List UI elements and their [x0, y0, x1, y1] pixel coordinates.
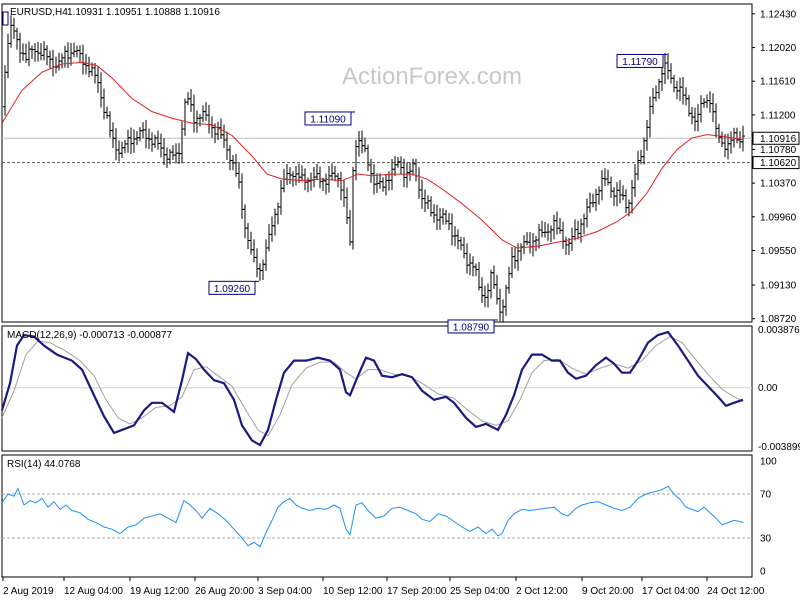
price-plot: 1.09260 1.11090 1.08790 1.11790: [1, 15, 752, 334]
price-axis-label: 1.09550: [760, 246, 797, 257]
time-axis-label: 25 Sep 04:00: [450, 586, 510, 597]
price-label-text: 1.11790: [622, 57, 658, 68]
axes: 1.12430 1.12020 1.11610 1.11200 1.10780 1.103…: [2, 9, 800, 597]
time-axis-label: 12 Aug 04:00: [64, 586, 123, 597]
rsi-axis-label: 30: [760, 534, 772, 545]
macd-panel-frame: [1, 325, 753, 452]
price-axis-label: 1.10780: [760, 145, 797, 156]
price-axis-label: 1.11610: [760, 77, 796, 88]
time-axis-label: 9 Oct 20:00: [582, 586, 634, 597]
time-axis-label: 17 Sep 20:00: [387, 586, 447, 597]
price-label-box: [304, 111, 352, 126]
time-axis-label: 24 Oct 12:00: [707, 586, 765, 597]
price-label-text: 1.08790: [453, 322, 490, 333]
macd-axis-label: 0.003876: [758, 325, 800, 336]
price-ohlc-values: 1.10931 1.10951 1.10888 1.10916: [67, 7, 220, 18]
macd-line: [0, 330, 744, 447]
support-level-tag-box: [752, 156, 800, 170]
support-level-tag-text: 1.10620: [760, 158, 797, 169]
price-panel-title: EURUSD,H4: [10, 7, 68, 18]
time-axis-label: 2 Oct 12:00: [516, 586, 568, 597]
macd-axis-label: -0.003899: [758, 442, 800, 453]
time-axis-label: 17 Oct 04:00: [642, 586, 700, 597]
rsi-axis-label: 0: [760, 567, 766, 578]
time-axis-label: 10 Sep 12:00: [323, 586, 383, 597]
price-axis-label: 1.12430: [760, 9, 797, 20]
rsi-axis-label: 100: [760, 457, 777, 468]
price-axis-label: 1.09130: [760, 281, 797, 292]
rsi-panel-title: RSI(14) 44.0768: [7, 459, 81, 470]
rsi-panel-frame: [1, 454, 753, 578]
price-label-text: 1.11090: [310, 114, 346, 125]
window-marker: [2, 11, 9, 26]
price-axis-label: 1.08720: [760, 314, 797, 325]
price-label-box: [447, 319, 495, 334]
time-axis-label: 26 Aug 20:00: [195, 586, 254, 597]
price-label-box: [208, 280, 256, 295]
rsi-plot: [1, 485, 752, 548]
time-axis-label: 19 Aug 12:00: [130, 586, 189, 597]
watermark: ActionForex.com: [342, 63, 522, 90]
price-axis-label: 1.12020: [760, 43, 797, 54]
macd-panel-title: MACD(12,26,9) -0.000713 -0.000877: [7, 330, 173, 341]
rsi-axis-label: 70: [760, 490, 772, 501]
price-axis-label: 1.09960: [760, 212, 797, 223]
price-axis-label: 1.11200: [760, 110, 796, 121]
time-axis-label: 2 Aug 2019: [3, 586, 54, 597]
macd-plot: [0, 330, 752, 447]
price-axis-label: 1.10370: [760, 179, 797, 190]
time-axis-label: 3 Sep 04:00: [258, 586, 312, 597]
macd-axis-label: 0.00: [758, 383, 778, 394]
moving-average-line: [1, 61, 744, 249]
price-label-text: 1.09260: [214, 284, 251, 295]
macd-signal-line: [1, 335, 744, 437]
rsi-line: [1, 485, 744, 548]
price-label-box: [616, 53, 664, 68]
current-price-tag-text: 1.10916: [760, 134, 797, 145]
current-price-tag-box: [752, 131, 800, 145]
